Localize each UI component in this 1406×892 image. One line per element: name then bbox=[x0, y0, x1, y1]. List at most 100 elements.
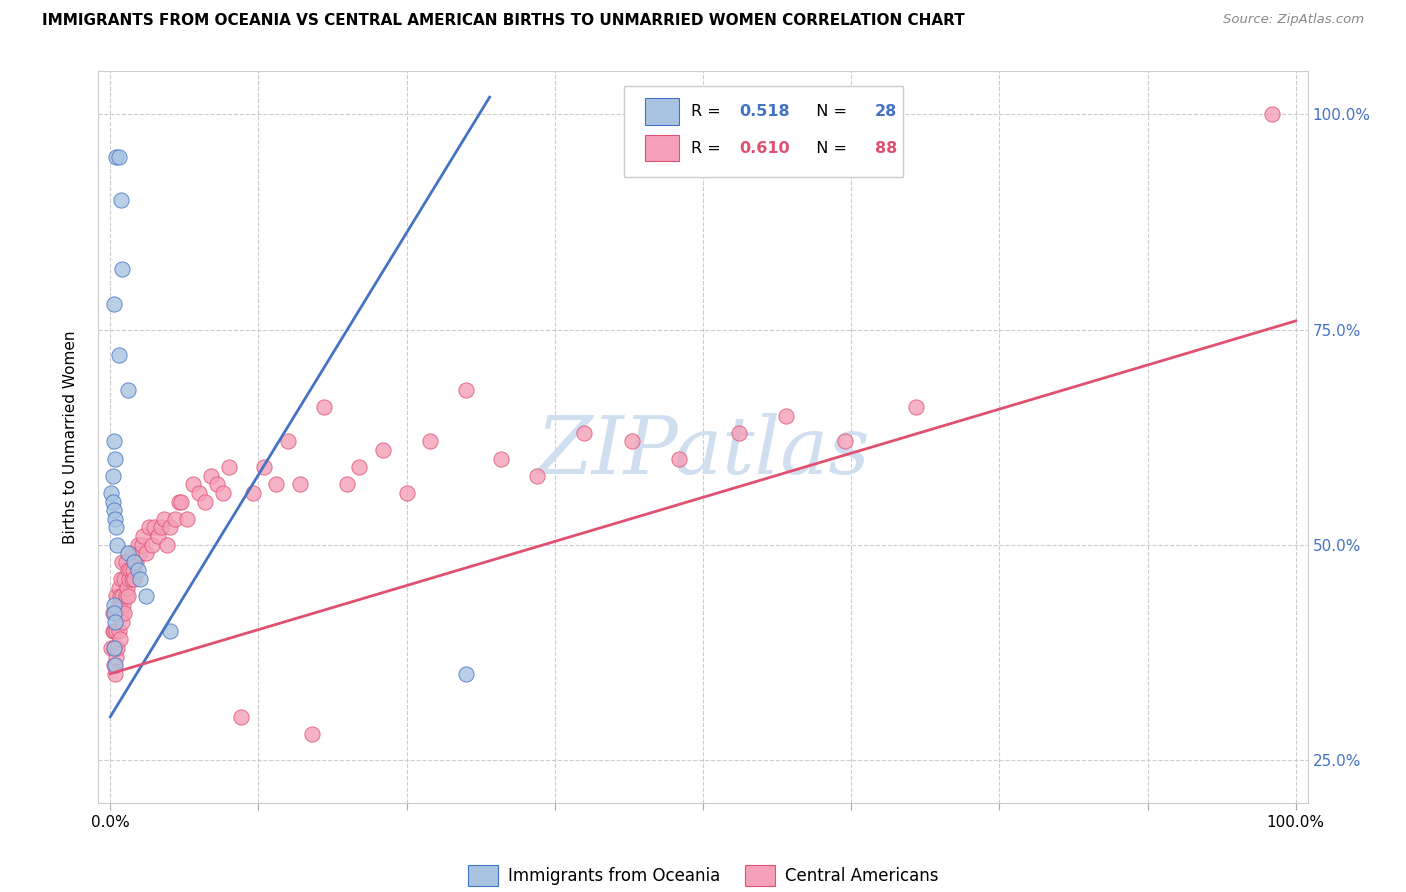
Point bbox=[118, 572, 141, 586]
Point bbox=[620, 434, 643, 449]
Point bbox=[103, 658, 125, 673]
Point bbox=[152, 512, 174, 526]
Point bbox=[112, 598, 135, 612]
Point bbox=[212, 486, 235, 500]
Point bbox=[110, 572, 132, 586]
Text: N =: N = bbox=[806, 104, 852, 120]
Point bbox=[104, 640, 127, 655]
Point bbox=[117, 546, 139, 560]
Point bbox=[107, 598, 129, 612]
Point bbox=[127, 538, 149, 552]
Point bbox=[122, 572, 145, 586]
Point bbox=[103, 640, 125, 655]
Point bbox=[347, 460, 370, 475]
Point bbox=[101, 468, 124, 483]
Y-axis label: Births to Unmarried Women: Births to Unmarried Women bbox=[63, 330, 77, 544]
Point bbox=[159, 520, 181, 534]
Point bbox=[117, 383, 139, 397]
Point bbox=[156, 538, 179, 552]
Point bbox=[101, 607, 124, 621]
Point bbox=[775, 409, 797, 423]
Point bbox=[188, 486, 211, 500]
Legend: Immigrants from Oceania, Central Americans: Immigrants from Oceania, Central America… bbox=[461, 859, 945, 892]
Point bbox=[104, 666, 127, 681]
Point bbox=[111, 589, 134, 603]
Point bbox=[104, 658, 127, 673]
Point bbox=[103, 296, 125, 310]
Point bbox=[104, 451, 127, 466]
Point bbox=[103, 624, 125, 638]
Point bbox=[454, 666, 477, 681]
Point bbox=[100, 640, 122, 655]
Point bbox=[114, 555, 136, 569]
Point bbox=[301, 727, 323, 741]
Point bbox=[105, 624, 128, 638]
Point bbox=[129, 546, 152, 560]
Text: R =: R = bbox=[690, 104, 725, 120]
Point bbox=[111, 555, 134, 569]
FancyBboxPatch shape bbox=[624, 86, 903, 178]
Point bbox=[107, 348, 129, 362]
Point bbox=[105, 520, 128, 534]
Point bbox=[105, 607, 128, 621]
Point bbox=[129, 572, 152, 586]
Point bbox=[371, 442, 394, 457]
Point bbox=[107, 150, 129, 164]
Point bbox=[105, 150, 128, 164]
Point bbox=[114, 607, 136, 621]
Point bbox=[181, 477, 204, 491]
Point bbox=[117, 589, 139, 603]
Point bbox=[105, 589, 128, 603]
Point bbox=[132, 529, 155, 543]
Point bbox=[121, 564, 143, 578]
Point bbox=[104, 512, 127, 526]
Point bbox=[141, 538, 163, 552]
Point bbox=[264, 477, 287, 491]
Point bbox=[491, 451, 513, 466]
Point bbox=[200, 468, 222, 483]
Point bbox=[110, 194, 132, 208]
Point bbox=[905, 400, 928, 414]
Point bbox=[454, 383, 477, 397]
Point bbox=[176, 512, 198, 526]
Point bbox=[111, 615, 134, 629]
Text: N =: N = bbox=[806, 141, 852, 156]
Point bbox=[143, 520, 166, 534]
Point bbox=[131, 538, 153, 552]
Point bbox=[146, 529, 169, 543]
Text: 28: 28 bbox=[875, 104, 897, 120]
Point bbox=[135, 546, 157, 560]
Point bbox=[127, 564, 149, 578]
Point bbox=[336, 477, 359, 491]
Point bbox=[101, 494, 124, 508]
Point bbox=[108, 632, 131, 647]
Point bbox=[1261, 107, 1284, 121]
Point bbox=[312, 400, 335, 414]
Point bbox=[111, 262, 134, 277]
Point bbox=[107, 624, 129, 638]
Text: IMMIGRANTS FROM OCEANIA VS CENTRAL AMERICAN BIRTHS TO UNMARRIED WOMEN CORRELATIO: IMMIGRANTS FROM OCEANIA VS CENTRAL AMERI… bbox=[42, 13, 965, 29]
Point bbox=[105, 649, 128, 664]
Point bbox=[135, 589, 157, 603]
Text: R =: R = bbox=[690, 141, 725, 156]
FancyBboxPatch shape bbox=[645, 135, 679, 161]
Point bbox=[170, 494, 193, 508]
Text: 88: 88 bbox=[875, 141, 897, 156]
Point bbox=[159, 624, 181, 638]
Point bbox=[150, 520, 173, 534]
Point bbox=[229, 710, 252, 724]
Point bbox=[117, 564, 139, 578]
Point bbox=[105, 640, 128, 655]
Point bbox=[253, 460, 276, 475]
Point bbox=[419, 434, 441, 449]
Point bbox=[125, 555, 148, 569]
Point bbox=[101, 624, 124, 638]
Point bbox=[114, 589, 136, 603]
Point bbox=[277, 434, 299, 449]
Point bbox=[834, 434, 856, 449]
Point bbox=[668, 451, 690, 466]
Point bbox=[121, 546, 143, 560]
Point bbox=[526, 468, 548, 483]
Point bbox=[104, 615, 127, 629]
Text: 0.610: 0.610 bbox=[740, 141, 790, 156]
